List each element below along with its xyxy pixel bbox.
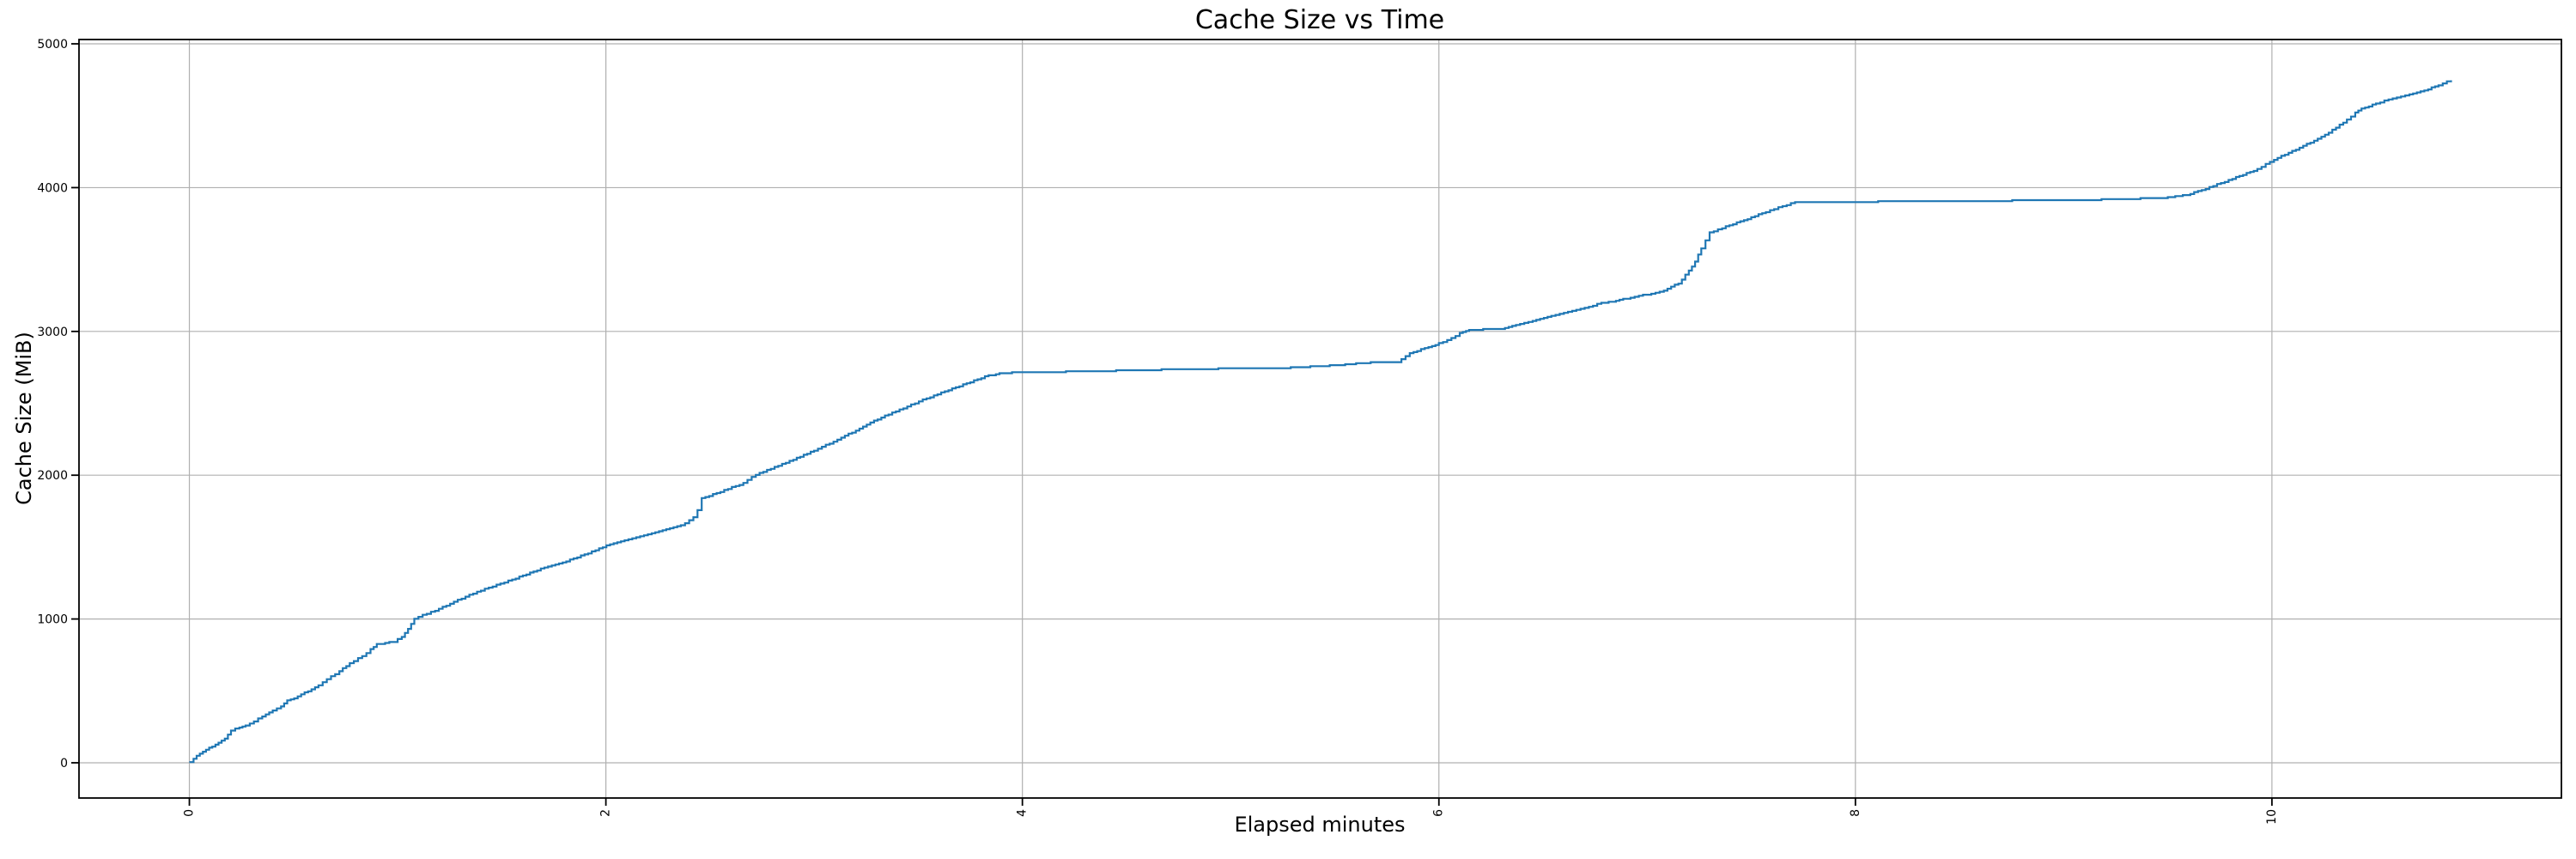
x-axis-label: Elapsed minutes <box>1234 813 1405 837</box>
tick-layer: 0 2 4 6 8 10 0 1000 2000 3000 4000 5000 <box>37 38 2279 825</box>
y-tick-label: 0 <box>60 757 68 771</box>
y-tick-label: 5000 <box>37 38 68 52</box>
x-tick-label: 10 <box>2265 809 2279 825</box>
x-tick-label: 8 <box>1849 809 1862 817</box>
y-tick-label: 2000 <box>37 469 68 483</box>
plot-border <box>78 39 2562 799</box>
x-tick-label: 6 <box>1432 809 1446 817</box>
series-layer <box>189 80 2452 764</box>
cache-size-line <box>189 80 2452 764</box>
y-tick-label: 4000 <box>37 181 68 195</box>
y-axis-label: Cache Size (MiB) <box>12 332 36 505</box>
y-tick-label: 3000 <box>37 326 68 339</box>
x-tick-label: 4 <box>1016 809 1030 817</box>
x-tick-label: 2 <box>599 809 613 817</box>
chart-title: Cache Size vs Time <box>1195 5 1444 35</box>
y-tick-label: 1000 <box>37 613 68 627</box>
grid-layer <box>79 40 2561 798</box>
x-tick-label: 0 <box>183 809 197 817</box>
